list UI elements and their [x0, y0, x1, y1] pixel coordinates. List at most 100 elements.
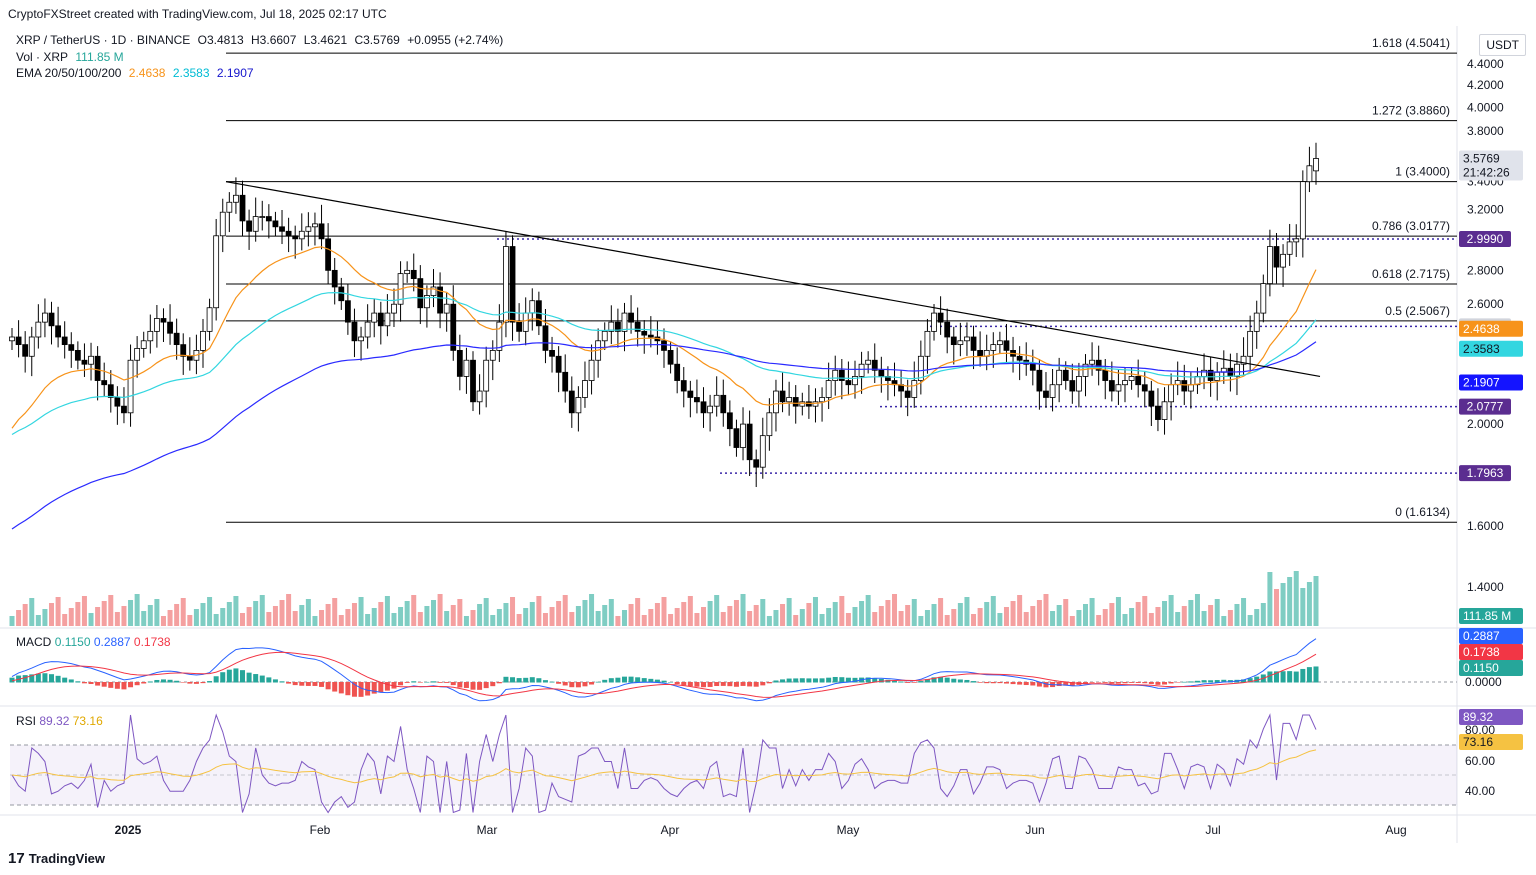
candle-body [950, 336, 957, 346]
candle-body [15, 336, 22, 346]
volume-bar [430, 600, 436, 626]
tradingview-logo[interactable]: 17 TradingView [8, 850, 105, 867]
candle-body [1234, 363, 1240, 377]
volume-bar [984, 602, 990, 626]
candle-body [42, 312, 48, 323]
macd-hist-bar [42, 673, 48, 683]
volume-bar [938, 598, 944, 626]
volume-bar [845, 613, 851, 626]
volume-bar [233, 596, 239, 626]
candle-body [911, 380, 918, 398]
macd-hist-bar [931, 677, 937, 683]
volume-bar [75, 602, 81, 626]
change-value: +0.0955 (+2.74%) [407, 33, 504, 47]
candle-body [456, 350, 463, 377]
candle-body [94, 355, 101, 381]
candle-body [121, 405, 127, 414]
ema-label[interactable]: EMA 20/50/100/200 [16, 66, 122, 80]
macd-hist-bar [668, 681, 674, 683]
macd-hist-bar [29, 674, 35, 683]
volume-bar [272, 606, 278, 626]
macd-hist-bar [483, 682, 489, 689]
macd-hist-bar [279, 681, 285, 683]
volume-bar [1003, 607, 1009, 626]
candle-body [1286, 241, 1293, 255]
volume-bar [325, 604, 331, 626]
macd-hist-bar [1023, 682, 1029, 686]
volume-bar [1260, 603, 1266, 626]
volume-bar [62, 614, 68, 626]
candle-body [1056, 369, 1063, 386]
macd-hist-bar [727, 682, 733, 687]
support-level-tag [1459, 398, 1511, 415]
volume-label[interactable]: Vol · XRP [16, 50, 69, 64]
price-tag-value: 2.3583 [1463, 342, 1500, 356]
rsi-tag-value: 89.32 [1463, 710, 1493, 724]
macd-hist-bar [740, 682, 746, 686]
candle-body [279, 226, 285, 232]
volume-bar [859, 601, 865, 626]
macd-hist-bar [1036, 682, 1042, 687]
candle-body [68, 344, 75, 351]
candle-body [1260, 283, 1267, 314]
macd-signal-value: 0.1738 [133, 635, 171, 649]
macd-hist-bar [477, 682, 483, 690]
macd-hist-bar [1214, 680, 1220, 683]
macd-axis-label: 0.0000 [1465, 675, 1502, 689]
macd-hist-bar [799, 678, 805, 683]
macd-hist-bar [49, 674, 55, 683]
macd-hist-bar [417, 682, 423, 683]
volume-bar [391, 613, 397, 626]
macd-hist-bar [470, 682, 476, 690]
open-value: O3.4813 [197, 33, 244, 47]
candle-body [700, 401, 707, 414]
candle-body [1273, 246, 1280, 268]
volume-bar [977, 608, 983, 626]
candle-body [568, 390, 575, 414]
macd-label[interactable]: MACD [16, 635, 52, 649]
macd-hist-bar [971, 681, 977, 683]
macd-hist-bar [1069, 682, 1075, 686]
candle-body [424, 295, 430, 309]
y-tick-label: 4.0000 [1467, 100, 1504, 114]
macd-hist-bar [101, 682, 107, 687]
candle-body [437, 286, 443, 314]
macd-hist-bar [812, 678, 818, 683]
x-tick-label: Jul [1205, 823, 1220, 837]
macd-hist-bar [378, 682, 384, 693]
volume-bar [905, 605, 911, 626]
candle-body [476, 390, 483, 403]
macd-hist-bar [753, 682, 759, 687]
ema20-value: 2.4638 [128, 66, 166, 80]
macd-hist-bar [121, 682, 127, 690]
candle-body [674, 363, 681, 381]
volume-bar [88, 613, 94, 626]
macd-hist-bar [516, 678, 522, 683]
candle-body [180, 344, 187, 357]
volume-bar [957, 603, 963, 626]
candle-body [22, 344, 29, 357]
macd-hist-bar [75, 681, 81, 683]
candle-body [575, 397, 582, 414]
volume-bar [549, 607, 555, 626]
volume-bar [990, 596, 996, 626]
ema20-line [11, 246, 1317, 429]
volume-bar [878, 606, 884, 626]
currency-selector[interactable]: USDT [1479, 34, 1526, 56]
volume-bar [483, 598, 489, 626]
macd-hist-bar [1155, 682, 1161, 685]
volume-bar [365, 614, 371, 626]
fib-level-label: 0.618 (2.7175) [1372, 267, 1450, 281]
macd-hist-bar [1122, 682, 1128, 684]
macd-hist-bar [180, 682, 186, 683]
candle-body [1003, 340, 1010, 351]
volume-bar [1241, 598, 1247, 626]
symbol-name[interactable]: XRP / TetherUS · 1D · BINANCE [16, 33, 191, 47]
candle-body [292, 235, 299, 240]
rsi-label[interactable]: RSI [16, 714, 37, 728]
volume-bar [668, 614, 674, 626]
candle-body [410, 269, 417, 279]
volume-bar [806, 603, 812, 626]
macd-hist-bar [325, 682, 331, 690]
